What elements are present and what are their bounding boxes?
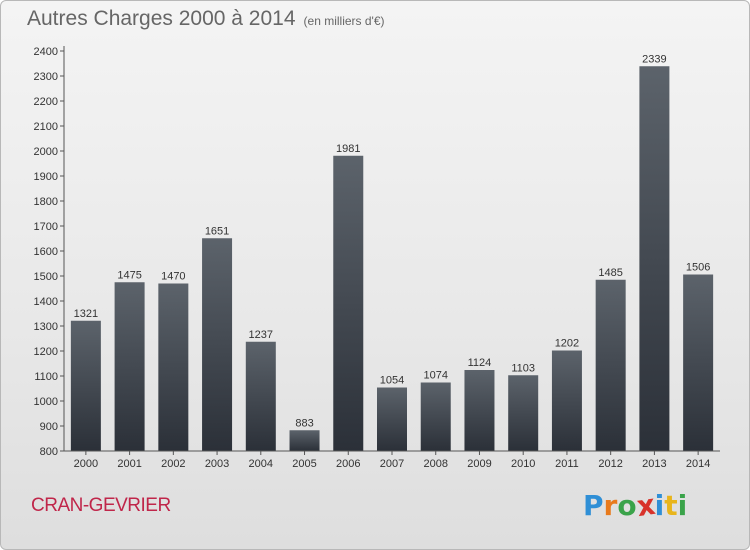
x-axis: 2000 2001 2002 2003 2004 2005 2006 2007 2008 2009… bbox=[64, 450, 720, 470]
bar-2007 bbox=[377, 387, 407, 451]
y-tick-label: 2300 bbox=[34, 71, 58, 83]
brand-letter: t bbox=[664, 489, 678, 522]
x-tick-label: 2008 bbox=[423, 458, 447, 470]
data-label: 1124 bbox=[468, 357, 492, 369]
brand-letter: o bbox=[617, 489, 637, 522]
y-tick-label: 1100 bbox=[34, 371, 58, 383]
x-tick-label: 2005 bbox=[292, 458, 316, 470]
x-tick-label: 2003 bbox=[205, 458, 229, 470]
brand-letter: x bbox=[634, 487, 657, 524]
data-label: 1981 bbox=[336, 143, 360, 155]
bar-2012 bbox=[595, 279, 626, 451]
bar-2001 bbox=[114, 282, 145, 451]
data-label: 1103 bbox=[511, 362, 535, 374]
x-tick-label: 2000 bbox=[74, 458, 98, 470]
y-tick-label: 1500 bbox=[34, 271, 58, 283]
y-axis: 800 900 1000 1100 1200 1300 1400 1500 1600 1700 18… bbox=[34, 46, 65, 458]
title-group: Autres Charges 2000 à 2014 (en milliers d… bbox=[27, 7, 385, 31]
y-tick-label: 900 bbox=[40, 421, 58, 433]
data-label: 1475 bbox=[117, 269, 141, 281]
brand-letter: P bbox=[583, 489, 604, 522]
brand-letter: i bbox=[654, 489, 665, 522]
bar-2013 bbox=[639, 66, 670, 451]
data-label: 1485 bbox=[598, 267, 622, 279]
y-tick-label: 2000 bbox=[34, 146, 58, 158]
y-tick-label: 1400 bbox=[34, 296, 58, 308]
x-tick-label: 2009 bbox=[467, 458, 491, 470]
brand-letter: r bbox=[603, 489, 618, 522]
city-name: CRAN-GEVRIER bbox=[31, 495, 171, 516]
data-label: 1074 bbox=[423, 370, 447, 382]
bar-2008 bbox=[420, 382, 451, 451]
bar-2005 bbox=[289, 430, 320, 451]
x-tick-label: 2012 bbox=[598, 458, 622, 470]
chart-subtitle: (en milliers d'€) bbox=[303, 14, 385, 28]
y-tick-label: 2200 bbox=[34, 96, 58, 108]
y-tick-label: 1800 bbox=[34, 196, 58, 208]
y-tick-label: 1300 bbox=[34, 321, 58, 333]
data-label: 1506 bbox=[686, 262, 710, 274]
bar-2004 bbox=[245, 341, 276, 451]
y-tick-label: 1900 bbox=[34, 171, 58, 183]
y-tick-label: 2100 bbox=[34, 121, 58, 133]
x-tick-label: 2013 bbox=[642, 458, 666, 470]
bar-2009 bbox=[464, 370, 495, 451]
data-label: 883 bbox=[295, 417, 313, 429]
bar-2014 bbox=[683, 274, 714, 451]
bar-2010 bbox=[508, 375, 539, 451]
data-label: 1054 bbox=[380, 375, 404, 387]
y-tick-label: 800 bbox=[40, 446, 58, 458]
x-tick-label: 2011 bbox=[555, 458, 579, 470]
y-tick-label: 1700 bbox=[34, 221, 58, 233]
y-tick-label: 2400 bbox=[34, 46, 58, 58]
x-tick-label: 2001 bbox=[117, 458, 141, 470]
y-tick-label: 1000 bbox=[34, 396, 58, 408]
chart-title: Autres Charges 2000 à 2014 bbox=[27, 7, 296, 30]
data-label: 1651 bbox=[205, 225, 229, 237]
bar-2000 bbox=[70, 320, 101, 451]
bar-2002 bbox=[158, 283, 189, 451]
x-tick-label: 2006 bbox=[336, 458, 360, 470]
x-tick-label: 2010 bbox=[511, 458, 535, 470]
brand-logo: Proxiti bbox=[583, 487, 688, 524]
bars: 1321 1475 1470 1651 1237 883 1981 1054 1074 1124 1… bbox=[70, 53, 714, 451]
x-tick-label: 2004 bbox=[249, 458, 273, 470]
x-tick-label: 2007 bbox=[380, 458, 404, 470]
bar-2011 bbox=[551, 350, 582, 451]
brand-letter: i bbox=[677, 489, 688, 522]
data-label: 1321 bbox=[74, 308, 98, 320]
data-label: 1470 bbox=[161, 271, 185, 283]
data-label: 1237 bbox=[249, 329, 273, 341]
data-label: 1202 bbox=[555, 338, 579, 350]
bar-2003 bbox=[202, 238, 233, 451]
y-tick-label: 1600 bbox=[34, 246, 58, 258]
y-tick-label: 1200 bbox=[34, 346, 58, 358]
bar-2006 bbox=[333, 155, 364, 451]
x-tick-label: 2014 bbox=[686, 458, 710, 470]
x-tick-label: 2002 bbox=[161, 458, 185, 470]
data-label: 2339 bbox=[642, 53, 666, 65]
